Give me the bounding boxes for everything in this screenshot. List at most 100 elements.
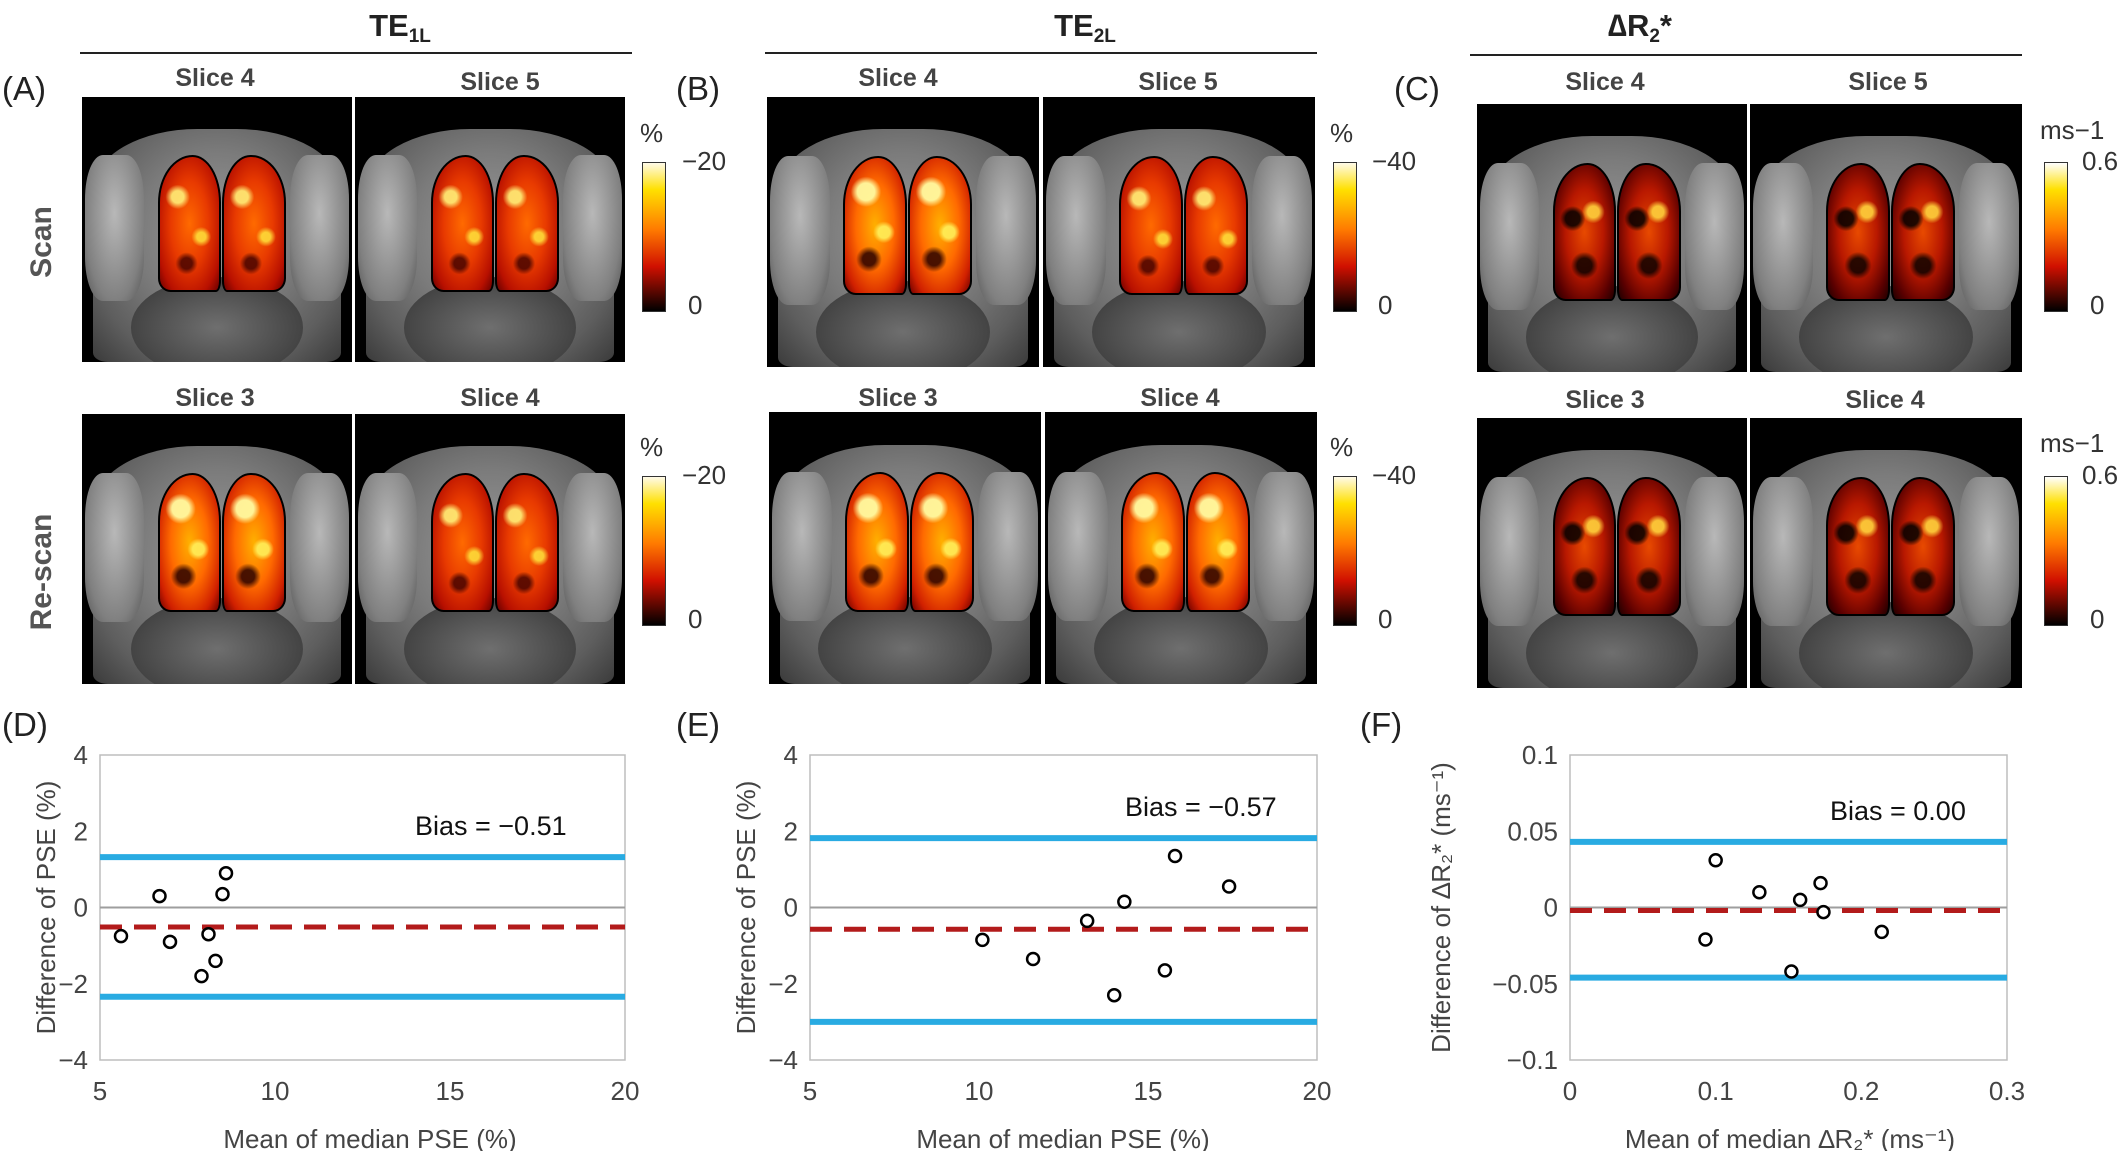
data-point: [1752, 885, 1767, 900]
column-title-dr2: ∆R2*: [1490, 8, 1790, 48]
x-tick-label: 5: [803, 1076, 817, 1106]
mri-lung-image: [355, 97, 625, 362]
colorbar: [1333, 476, 1357, 626]
bias-annotation: Bias = 0.00: [1830, 796, 1966, 826]
column-title-main: TE: [1054, 8, 1094, 43]
y-tick-label: 0: [74, 893, 88, 923]
data-point: [201, 926, 216, 942]
data-point: [975, 932, 990, 948]
colorbar-unit: %: [1330, 432, 1354, 462]
y-axis-label: Difference of PSE (%): [731, 781, 761, 1035]
slice-title: Slice 4: [858, 64, 938, 92]
colorbar-unit: %: [640, 432, 664, 462]
data-point: [1117, 894, 1132, 910]
column-rule: [1470, 54, 2022, 56]
colorbar-tick-top: −20: [682, 460, 727, 490]
slice-title: Slice 4: [175, 64, 255, 92]
data-point: [1157, 963, 1173, 978]
y-tick-label: 4: [74, 740, 88, 770]
colorbar: [2044, 162, 2068, 312]
colorbar-unit: %: [1330, 118, 1354, 148]
y-tick-label: 0: [784, 893, 798, 923]
colorbar-tick-bottom: 0: [1378, 604, 1393, 634]
data-point: [208, 953, 223, 969]
colorbar-tick-top: −20: [682, 146, 727, 176]
x-tick-label: 10: [261, 1076, 290, 1106]
x-tick-label: 15: [1134, 1076, 1163, 1106]
slice-title: Slice 3: [1565, 386, 1645, 414]
data-point: [1708, 852, 1723, 868]
panel-letter-a: (A): [2, 70, 46, 107]
data-point: [194, 968, 209, 984]
x-tick-label: 10: [965, 1076, 994, 1106]
y-axis-label: Difference of PSE (%): [31, 781, 61, 1035]
data-point: [152, 888, 167, 904]
y-tick-label: 0.05: [1507, 816, 1558, 846]
x-tick-label: 0.3: [1989, 1076, 2025, 1106]
colorbar-tick-bottom: 0: [1378, 290, 1393, 320]
colorbar-tick-top: 0.6: [2082, 146, 2119, 176]
y-tick-label: −0.05: [1492, 969, 1558, 999]
data-point: [1874, 924, 1889, 940]
panel-letter-f: (F): [1360, 706, 1403, 743]
column-title-te2l: TE2L: [935, 8, 1235, 48]
mri-lung-image: [1750, 104, 2022, 372]
data-point: [113, 928, 129, 944]
data-point: [162, 934, 178, 950]
y-tick-label: 2: [74, 816, 88, 846]
x-axis-label: Mean of median PSE (%): [223, 1124, 516, 1151]
y-tick-label: −4: [58, 1045, 88, 1075]
row-label-rescan: Re-scan: [25, 513, 58, 631]
slice-title: Slice 5: [1848, 68, 1928, 96]
y-axis-label: Difference of ∆R₂* (ms⁻¹): [1426, 762, 1456, 1053]
data-point: [1698, 932, 1713, 947]
colorbar: [642, 162, 666, 312]
y-tick-label: −2: [768, 969, 798, 999]
y-tick-label: 0: [1544, 893, 1558, 923]
colorbar-tick-top: −40: [1372, 460, 1417, 490]
y-tick-label: −4: [768, 1045, 798, 1075]
colorbar: [642, 476, 666, 626]
bland-altman-plot-f: 0 0.1 0.2 0.3 0.1 0.05 0 −0.05 −0.1 Mean of media…: [1426, 740, 2025, 1151]
column-title-te1l: TE1L: [250, 8, 550, 48]
colorbar-tick-bottom: 0: [688, 290, 703, 320]
data-point: [1025, 951, 1041, 967]
colorbar-unit: ms−1: [2040, 428, 2105, 458]
colorbar-tick-top: −40: [1372, 146, 1417, 176]
data-point: [1167, 848, 1183, 864]
column-title-main: ∆R: [1607, 8, 1650, 43]
x-tick-label: 0.1: [1698, 1076, 1734, 1106]
x-axis-label: Mean of median PSE (%): [916, 1124, 1209, 1151]
mri-lung-image: [1045, 412, 1317, 684]
x-tick-label: 20: [611, 1076, 640, 1106]
panel-letter-d: (D): [2, 706, 48, 743]
colorbar: [1333, 162, 1357, 312]
x-tick-label: 5: [93, 1076, 107, 1106]
x-tick-label: 15: [436, 1076, 465, 1106]
slice-title: Slice 3: [858, 384, 938, 412]
colorbar-unit: ms−1: [2040, 115, 2105, 145]
slice-title: Slice 4: [1140, 384, 1220, 412]
mri-lung-image: [767, 97, 1039, 367]
y-tick-label: 4: [784, 740, 798, 770]
y-tick-label: 0.1: [1522, 740, 1558, 770]
row-label-scan: Scan: [25, 206, 58, 278]
slice-title: Slice 5: [460, 68, 540, 96]
bias-annotation: Bias = −0.57: [1125, 792, 1277, 822]
mri-lung-image: [1477, 418, 1747, 688]
slice-title: Slice 4: [460, 384, 540, 412]
column-title-sub: 2: [1649, 26, 1660, 47]
colorbar-tick-bottom: 0: [2090, 290, 2105, 320]
data-point: [1813, 875, 1828, 891]
y-tick-label: −0.1: [1507, 1045, 1558, 1075]
data-point: [1792, 892, 1808, 908]
panel-letter-e: (E): [676, 706, 720, 743]
column-title-suffix: *: [1659, 8, 1672, 43]
mri-lung-image: [1043, 97, 1315, 367]
panel-letter-b: (B): [676, 70, 720, 107]
bias-annotation: Bias = −0.51: [415, 811, 567, 841]
slice-title: Slice 4: [1845, 386, 1925, 414]
mri-lung-image: [82, 97, 352, 362]
